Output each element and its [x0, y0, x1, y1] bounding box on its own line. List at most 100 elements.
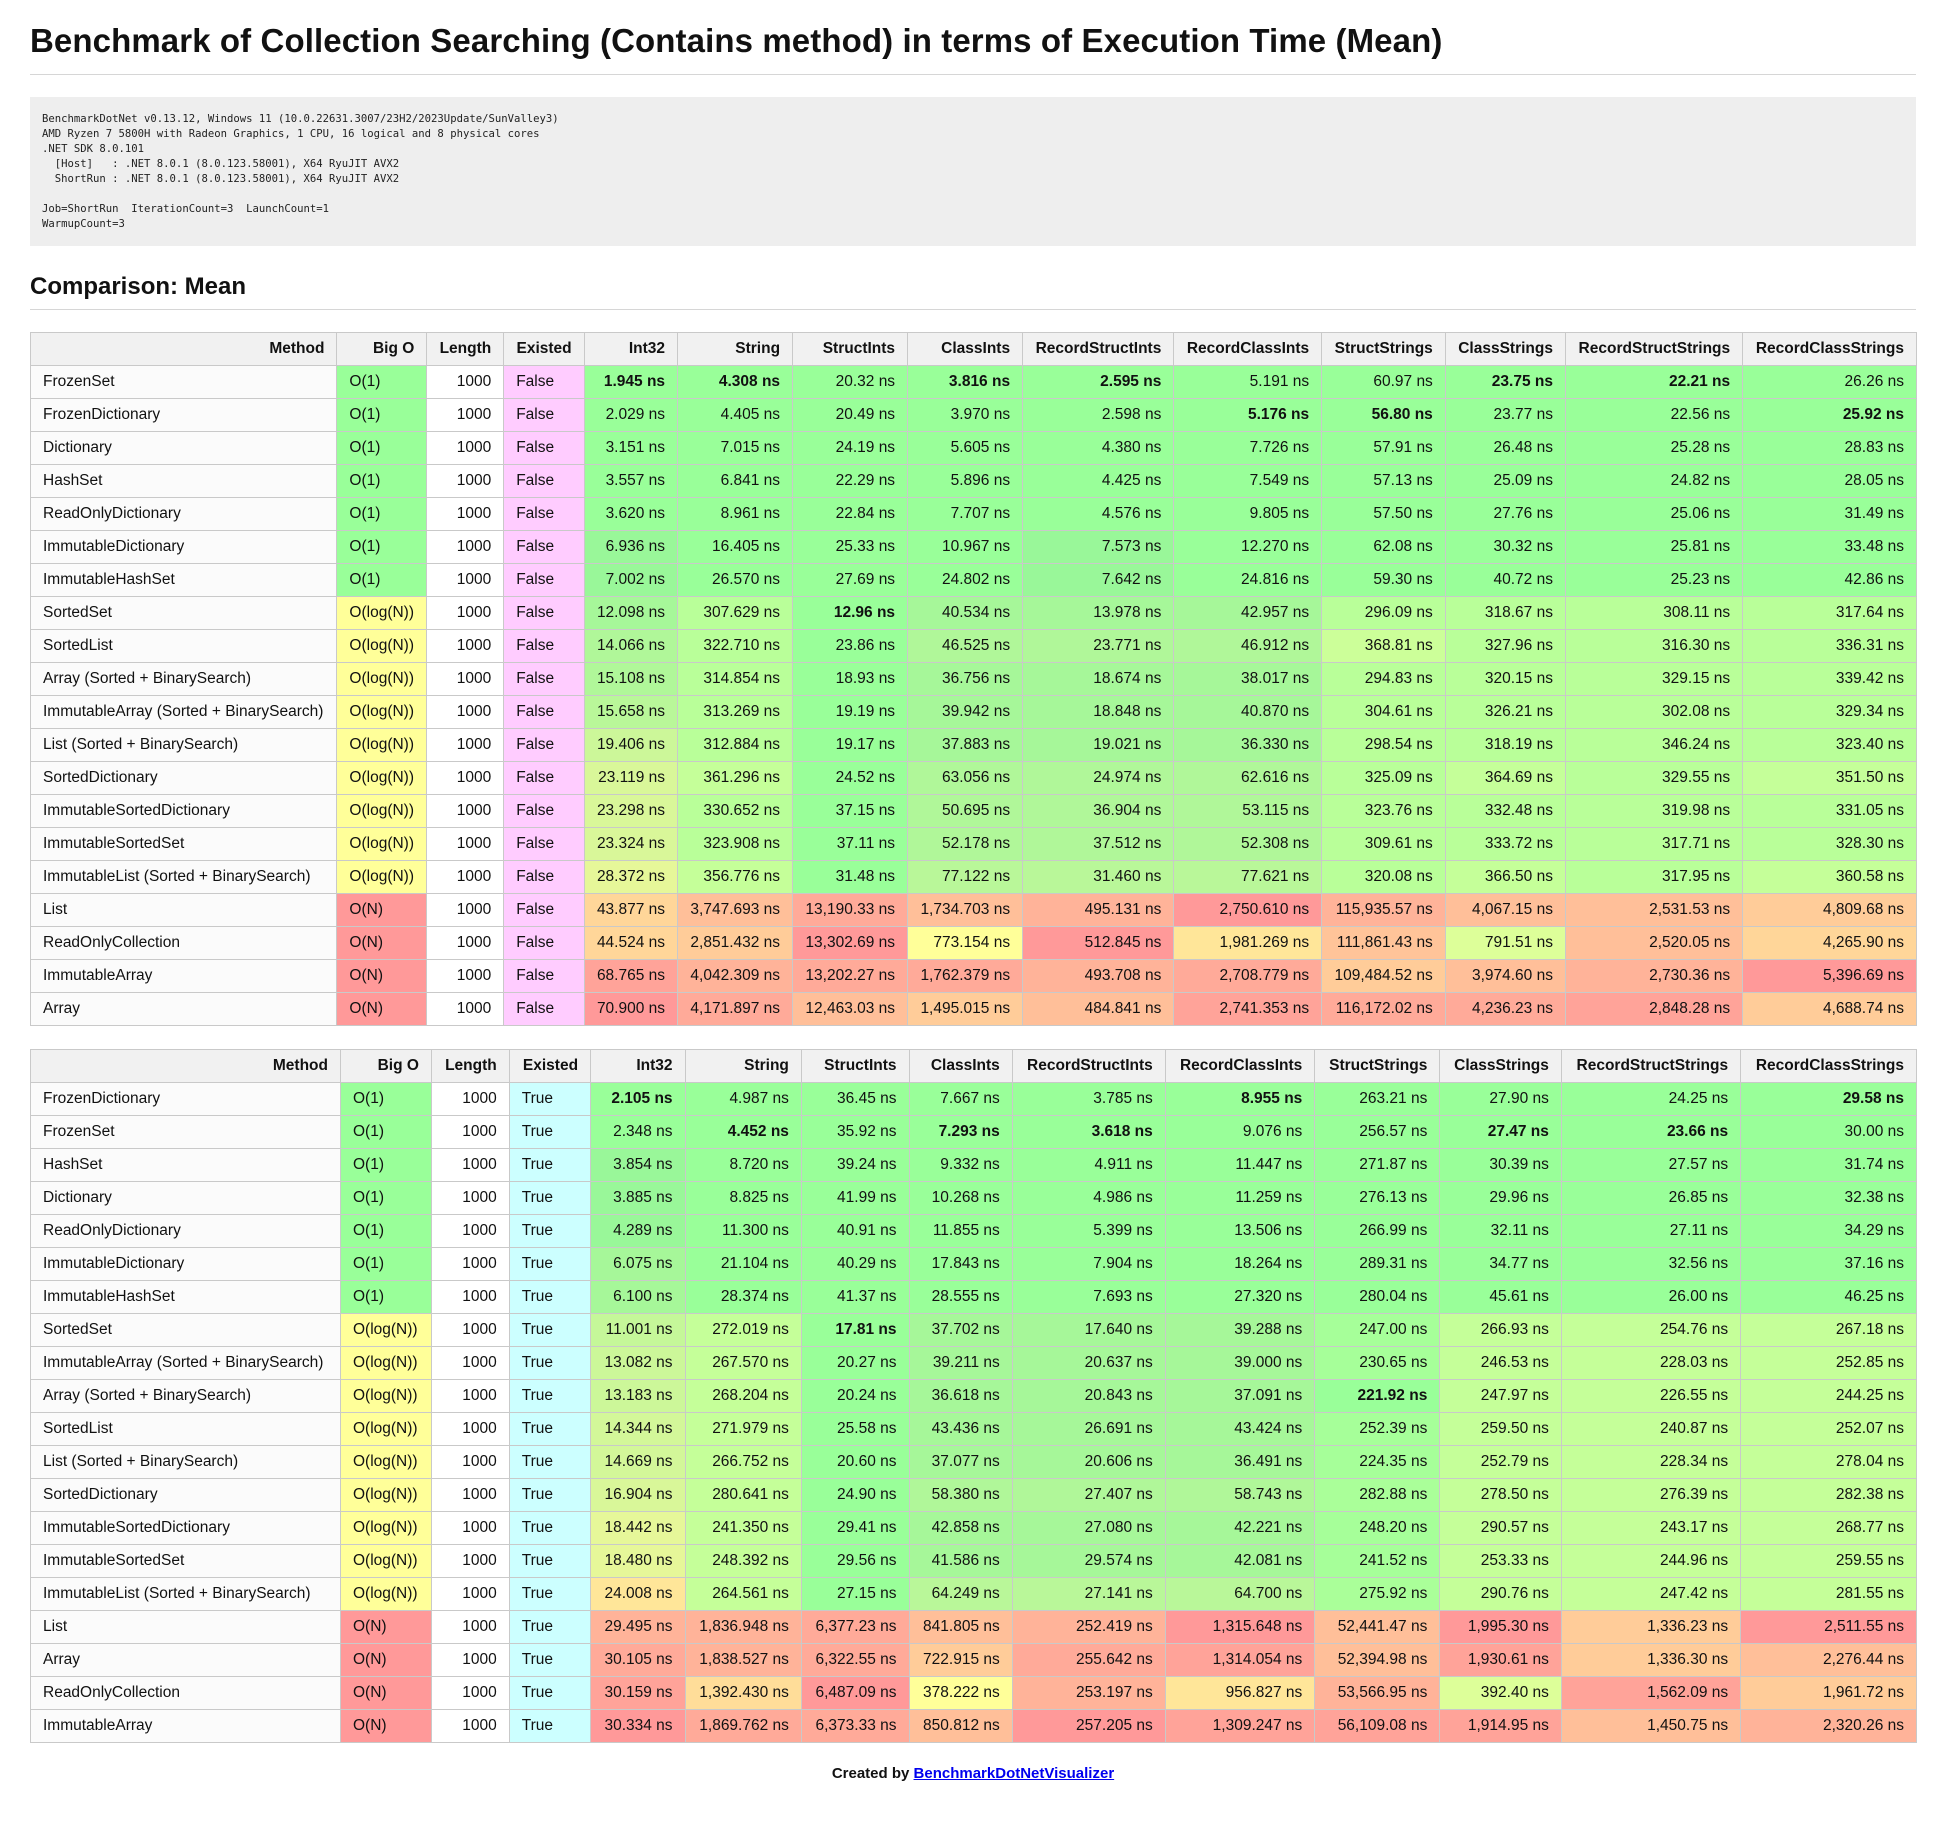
column-header-classints: ClassInts — [907, 332, 1024, 366]
table-row: Array (Sorted + BinarySearch) O(log(N)) 10… — [30, 1379, 1917, 1413]
cell-length: 1000 — [430, 1280, 510, 1314]
cell-recordclassints: 46.912 ns — [1173, 629, 1323, 663]
cell-classstrings: 32.11 ns — [1439, 1214, 1562, 1248]
cell-recordstructints: 7.693 ns — [1011, 1280, 1166, 1314]
column-header-classstrings: ClassStrings — [1444, 332, 1566, 366]
cell-int32: 44.524 ns — [583, 926, 679, 960]
cell-big-o: O(1) — [336, 398, 428, 432]
cell-int32: 30.159 ns — [590, 1676, 686, 1710]
cell-classstrings: 4,236.23 ns — [1444, 992, 1566, 1026]
cell-recordstructints: 252.419 ns — [1011, 1610, 1166, 1644]
cell-length: 1000 — [426, 365, 505, 399]
cell-recordclassstrings: 5,396.69 ns — [1742, 959, 1917, 993]
cell-classstrings: 29.96 ns — [1439, 1181, 1562, 1215]
cell-structstrings: 282.88 ns — [1314, 1478, 1441, 1512]
cell-structints: 29.41 ns — [800, 1511, 910, 1545]
method-cell: SortedList — [29, 629, 338, 663]
column-header-int32: Int32 — [590, 1049, 686, 1083]
cell-structints: 20.32 ns — [792, 365, 909, 399]
cell-big-o: O(1) — [336, 563, 428, 597]
table-row: ImmutableHashSet O(1) 1000 False 7.002 ns 26.… — [29, 563, 1917, 597]
cell-length: 1000 — [426, 596, 505, 630]
cell-length: 1000 — [430, 1676, 510, 1710]
cell-structstrings: 221.92 ns — [1314, 1379, 1441, 1413]
column-header-recordclassstrings: RecordClassStrings — [1742, 332, 1917, 366]
table-row: Array O(N) 1000 True 30.105 ns 1,838.527 ns 6,… — [30, 1643, 1917, 1677]
cell-recordclassints: 11.447 ns — [1164, 1148, 1316, 1182]
cell-classstrings: 320.15 ns — [1444, 662, 1566, 696]
method-cell: HashSet — [30, 1148, 341, 1182]
cell-recordclassints: 7.726 ns — [1173, 431, 1323, 465]
cell-int32: 14.344 ns — [590, 1412, 686, 1446]
cell-recordclassints: 1,981.269 ns — [1173, 926, 1323, 960]
cell-recordstructstrings: 244.96 ns — [1560, 1544, 1742, 1578]
cell-recordstructints: 2.595 ns — [1022, 365, 1175, 399]
cell-classints: 1,734.703 ns — [907, 893, 1024, 927]
cell-existed: True — [508, 1676, 592, 1710]
cell-recordstructstrings: 23.66 ns — [1560, 1115, 1742, 1149]
table-header-row: Method Big O Length Existed Int32 String Struc… — [29, 332, 1917, 366]
column-header-recordstructstrings: RecordStructStrings — [1564, 332, 1744, 366]
cell-structstrings: 115,935.57 ns — [1321, 893, 1446, 927]
cell-classints: 7.707 ns — [907, 497, 1024, 531]
cell-recordstructints: 31.460 ns — [1022, 860, 1175, 894]
cell-recordclassstrings: 282.38 ns — [1740, 1478, 1917, 1512]
cell-int32: 28.372 ns — [583, 860, 679, 894]
cell-recordclassstrings: 34.29 ns — [1740, 1214, 1917, 1248]
cell-existed: True — [508, 1214, 592, 1248]
cell-structints: 37.11 ns — [792, 827, 909, 861]
cell-recordstructints: 27.407 ns — [1011, 1478, 1166, 1512]
column-header-big-o: Big O — [339, 1049, 432, 1083]
cell-structstrings: 263.21 ns — [1314, 1082, 1441, 1116]
column-header-int32: Int32 — [583, 332, 679, 366]
cell-string: 356.776 ns — [677, 860, 794, 894]
cell-structints: 40.29 ns — [800, 1247, 910, 1281]
cell-int32: 2.029 ns — [583, 398, 679, 432]
cell-big-o: O(log(N)) — [336, 629, 428, 663]
section-title: Comparison: Mean — [30, 273, 1916, 310]
table-row: SortedList O(log(N)) 1000 True 14.344 ns 271.… — [30, 1412, 1917, 1446]
cell-recordstructints: 495.131 ns — [1022, 893, 1175, 927]
cell-classints: 37.077 ns — [908, 1445, 1013, 1479]
cell-recordstructstrings: 228.34 ns — [1560, 1445, 1742, 1479]
cell-length: 1000 — [426, 398, 505, 432]
cell-structints: 22.84 ns — [792, 497, 909, 531]
cell-int32: 30.105 ns — [590, 1643, 686, 1677]
table-row: FrozenDictionary O(1) 1000 True 2.105 ns 4.98… — [30, 1082, 1917, 1116]
method-cell: SortedDictionary — [29, 761, 338, 795]
cell-recordstructstrings: 2,848.28 ns — [1564, 992, 1744, 1026]
cell-existed: True — [508, 1511, 592, 1545]
method-cell: ImmutableSortedSet — [30, 1544, 341, 1578]
table-row: SortedSet O(log(N)) 1000 False 12.098 ns 307.… — [29, 596, 1917, 630]
cell-int32: 29.495 ns — [590, 1610, 686, 1644]
cell-existed: True — [508, 1280, 592, 1314]
cell-recordstructstrings: 329.55 ns — [1564, 761, 1744, 795]
method-cell: SortedList — [30, 1412, 341, 1446]
cell-classstrings: 3,974.60 ns — [1444, 959, 1566, 993]
cell-classints: 7.667 ns — [908, 1082, 1013, 1116]
cell-recordclassints: 27.320 ns — [1164, 1280, 1316, 1314]
cell-classstrings: 791.51 ns — [1444, 926, 1566, 960]
cell-recordstructstrings: 32.56 ns — [1560, 1247, 1742, 1281]
cell-big-o: O(log(N)) — [336, 662, 428, 696]
cell-recordstructints: 36.904 ns — [1022, 794, 1175, 828]
table-row: List O(N) 1000 False 43.877 ns 3,747.693 ns 13… — [29, 893, 1917, 927]
method-cell: List — [29, 893, 338, 927]
cell-existed: False — [503, 860, 585, 894]
method-cell: ImmutableList (Sorted + BinarySearch) — [30, 1577, 341, 1611]
table-row: ImmutableSortedDictionary O(log(N)) 1000 Fa… — [29, 794, 1917, 828]
cell-recordstructstrings: 1,336.23 ns — [1560, 1610, 1742, 1644]
cell-recordstructints: 7.642 ns — [1022, 563, 1175, 597]
cell-string: 361.296 ns — [677, 761, 794, 795]
cell-int32: 3.151 ns — [583, 431, 679, 465]
table-header-row: Method Big O Length Existed Int32 String Struc… — [30, 1049, 1917, 1083]
visualizer-link[interactable]: BenchmarkDotNetVisualizer — [913, 1765, 1115, 1782]
cell-structstrings: 304.61 ns — [1321, 695, 1446, 729]
cell-recordstructints: 17.640 ns — [1011, 1313, 1166, 1347]
cell-existed: True — [508, 1346, 592, 1380]
cell-recordstructstrings: 243.17 ns — [1560, 1511, 1742, 1545]
cell-recordstructints: 26.691 ns — [1011, 1412, 1166, 1446]
cell-recordstructstrings: 316.30 ns — [1564, 629, 1744, 663]
cell-big-o: O(1) — [339, 1214, 432, 1248]
cell-recordstructints: 5.399 ns — [1011, 1214, 1166, 1248]
